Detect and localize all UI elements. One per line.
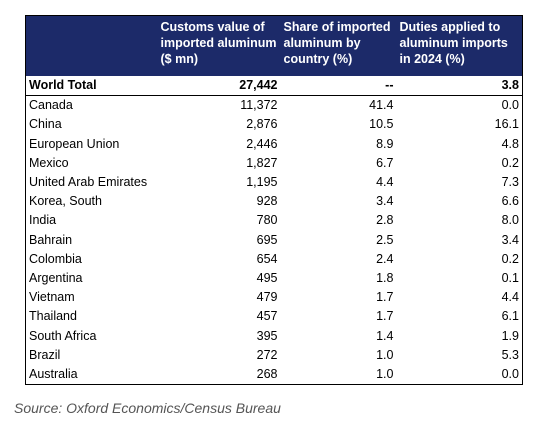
value-cell: 1.0: [376, 347, 394, 362]
value-cell: 495: [256, 270, 278, 285]
table-row: Vietnam 479 1.7 4.4: [26, 288, 523, 307]
value-cell: 457: [256, 309, 278, 324]
table-row: European Union 2,446 8.9 4.8: [26, 135, 523, 154]
country-cell: Mexico: [29, 155, 69, 170]
source-note: Source: Oxford Economics/Census Bureau: [14, 400, 281, 416]
table-row: United Arab Emirates 1,195 4.4 7.3: [26, 173, 523, 192]
value-cell: 6.7: [376, 155, 394, 170]
country-cell: Thailand: [29, 309, 77, 324]
table-row: Australia 268 1.0 0.0: [26, 365, 523, 385]
header-line: aluminum imports: [399, 36, 508, 50]
value-cell: 928: [256, 194, 278, 209]
value-cell: 1.4: [376, 328, 394, 343]
header-cell: Share of imported aluminum by country (%): [280, 15, 397, 76]
country-cell: Australia: [29, 366, 78, 381]
header-cell: Customs value of imported aluminum ($ mn): [157, 15, 281, 76]
value-cell: 4.4: [376, 175, 394, 190]
table-row: Brazil 272 1.0 5.3: [26, 346, 523, 365]
country-cell: Bahrain: [29, 232, 73, 247]
table-row: Thailand 457 1.7 6.1: [26, 307, 523, 326]
country-cell: Canada: [29, 98, 73, 113]
table-body: World Total 27,442 -- 3.8 Canada 11,372 41.4 0.…: [25, 76, 523, 385]
country-cell: United Arab Emirates: [29, 175, 148, 190]
value-cell: 4.8: [501, 136, 519, 151]
value-cell: 6.6: [501, 194, 519, 209]
header-line: imported aluminum: [160, 36, 277, 50]
value-cell: 5.3: [501, 347, 519, 362]
country-cell: Argentina: [29, 270, 83, 285]
country-cell: World Total: [25, 76, 158, 97]
country-cell: Korea, South: [29, 194, 102, 209]
value-cell: 11,372: [240, 98, 278, 113]
value-cell: 41.4: [369, 98, 394, 113]
value-cell: --: [280, 76, 397, 97]
header-cell: Duties applied to aluminum imports in 2024…: [396, 15, 523, 76]
value-cell: 1.0: [376, 366, 394, 381]
value-cell: 8.9: [376, 136, 394, 151]
value-cell: 1,195: [246, 175, 278, 190]
country-cell: Colombia: [29, 251, 82, 266]
value-cell: 0.2: [501, 251, 519, 266]
country-cell: European Union: [29, 136, 120, 151]
table-row: Mexico 1,827 6.7 0.2: [26, 154, 523, 173]
value-cell: 16.1: [494, 117, 519, 132]
value-cell: 695: [256, 232, 278, 247]
table-row: India 780 2.8 8.0: [26, 211, 523, 230]
value-cell: 2.5: [376, 232, 394, 247]
value-cell: 3.8: [396, 76, 523, 97]
header-line: ($ mn): [160, 52, 199, 66]
value-cell: 8.0: [501, 213, 519, 228]
value-cell: 1.7: [376, 290, 394, 305]
value-cell: 2.4: [376, 251, 394, 266]
value-cell: 0.1: [501, 270, 519, 285]
value-cell: 0.0: [501, 366, 519, 381]
value-cell: 1.7: [376, 309, 394, 324]
value-cell: 1.8: [376, 270, 394, 285]
header-line: Duties applied to: [399, 20, 501, 34]
table-row: China 2,876 10.5 16.1: [26, 115, 523, 134]
value-cell: 268: [256, 366, 278, 381]
country-cell: South Africa: [29, 328, 97, 343]
table-row: Canada 11,372 41.4 0.0: [26, 96, 523, 116]
value-cell: 10.5: [369, 117, 394, 132]
header-line: in 2024 (%): [399, 52, 465, 66]
value-cell: 27,442: [157, 76, 281, 97]
value-cell: 395: [256, 328, 278, 343]
country-cell: India: [29, 213, 57, 228]
table-row: South Africa 395 1.4 1.9: [26, 326, 523, 345]
value-cell: 4.4: [501, 290, 519, 305]
country-cell: Vietnam: [29, 290, 75, 305]
value-cell: 7.3: [501, 175, 519, 190]
table-row: Argentina 495 1.8 0.1: [26, 269, 523, 288]
country-cell: China: [29, 117, 62, 132]
value-cell: 2.8: [376, 213, 394, 228]
value-cell: 780: [256, 213, 278, 228]
header-line: aluminum by: [283, 36, 361, 50]
header-line: Customs value of: [160, 20, 265, 34]
value-cell: 6.1: [501, 309, 519, 324]
total-row: World Total 27,442 -- 3.8: [25, 76, 523, 97]
header-cell: [25, 15, 158, 76]
value-cell: 272: [256, 347, 278, 362]
value-cell: 479: [256, 290, 278, 305]
table-row: Bahrain 695 2.5 3.4: [26, 231, 523, 250]
value-cell: 0.2: [501, 155, 519, 170]
header-line: country (%): [283, 52, 353, 66]
data-table: Customs value of imported aluminum ($ mn) S…: [25, 15, 523, 385]
header-line: Share of imported: [283, 20, 391, 34]
header-row: Customs value of imported aluminum ($ mn) S…: [25, 15, 523, 76]
value-cell: 1.9: [501, 328, 519, 343]
value-cell: 3.4: [501, 232, 519, 247]
country-cell: Brazil: [29, 347, 61, 362]
value-cell: 0.0: [501, 98, 519, 113]
value-cell: 2,446: [246, 136, 278, 151]
table-row: Korea, South 928 3.4 6.6: [26, 192, 523, 211]
value-cell: 2,876: [246, 117, 278, 132]
table-row: Colombia 654 2.4 0.2: [26, 250, 523, 269]
value-cell: 654: [256, 251, 278, 266]
value-cell: 3.4: [376, 194, 394, 209]
value-cell: 1,827: [246, 155, 278, 170]
